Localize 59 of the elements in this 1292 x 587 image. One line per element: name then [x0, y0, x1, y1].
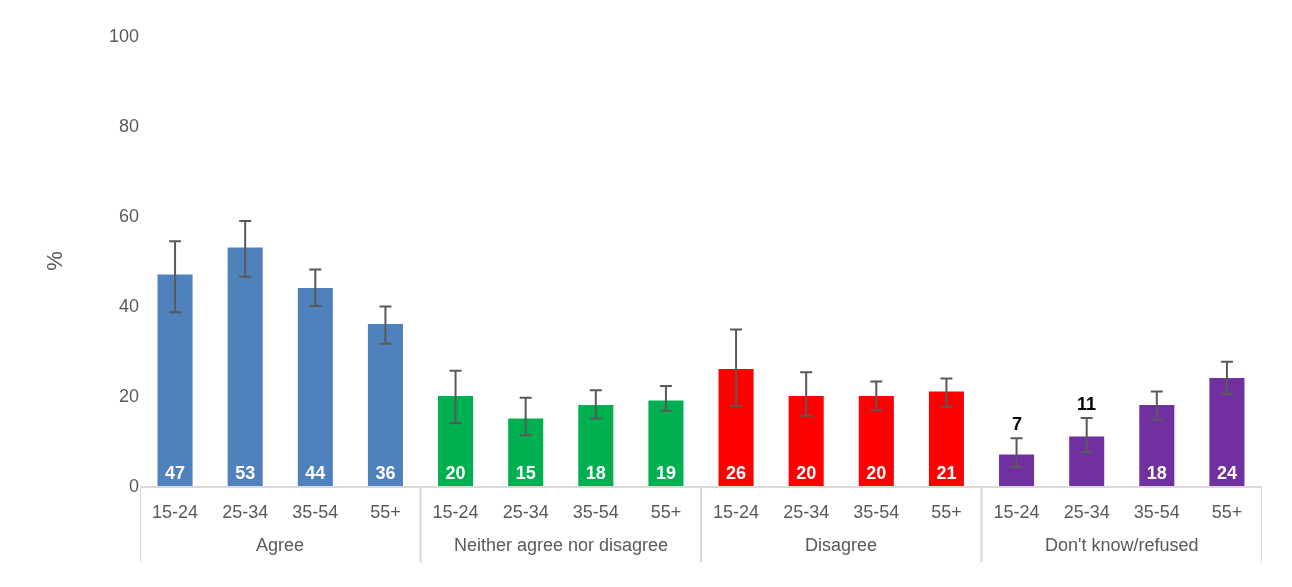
x-tick-label: 55+: [650, 501, 682, 522]
bar: [788, 396, 824, 486]
text: Neither agree nor disagree: [454, 535, 669, 555]
bar: [578, 405, 614, 486]
bar: [157, 274, 193, 486]
bar: [508, 418, 544, 486]
bar: [1069, 436, 1105, 486]
data-label: 18: [1146, 463, 1167, 483]
bar: [718, 369, 754, 486]
bar: [367, 324, 403, 486]
bar: [928, 391, 964, 486]
x-tick-label: 35-54: [292, 501, 339, 522]
x-tick-label: 35-54: [572, 501, 619, 522]
data-label: 26: [726, 463, 747, 483]
text: Agree: [256, 535, 305, 555]
data-label: 20: [445, 463, 466, 483]
x-tick-label: 15-24: [713, 501, 760, 522]
data-label: 18: [585, 463, 606, 483]
data-label: 47: [165, 463, 186, 483]
data-label: 20: [866, 463, 887, 483]
data-label: 21: [936, 463, 957, 483]
bar: [999, 454, 1035, 486]
y-axis-title: %: [41, 251, 67, 271]
data-label: 19: [655, 463, 676, 483]
data-label: 15: [515, 463, 536, 483]
x-tick-label: 25-34: [222, 501, 269, 522]
data-label: 24: [1216, 463, 1237, 483]
y-tick-label: 60: [118, 206, 139, 227]
y-tick-label: 0: [128, 476, 139, 497]
bar: [227, 247, 263, 486]
bar: [438, 396, 474, 486]
x-tick-label: 15-24: [432, 501, 479, 522]
text: Disagree: [805, 535, 878, 555]
x-tick-label: 55+: [370, 501, 401, 522]
x-tick-label: 35-54: [853, 501, 900, 522]
x-tick-label: 35-54: [1133, 501, 1180, 522]
bar: [1209, 378, 1245, 486]
x-tick-label: 15-24: [152, 501, 199, 522]
data-label: 20: [796, 463, 817, 483]
y-tick-label: 40: [118, 296, 139, 317]
data-label: 36: [375, 463, 396, 483]
x-tick-label: 25-34: [1063, 501, 1110, 522]
bar: [297, 288, 333, 486]
bar: [1139, 405, 1175, 486]
data-label: 44: [305, 463, 326, 483]
bar: [648, 400, 684, 486]
y-tick-label: 100: [108, 26, 139, 47]
x-tick-label: 55+: [931, 501, 962, 522]
data-label: 53: [235, 463, 256, 483]
data-label: 11: [1077, 394, 1097, 414]
data-label: 7: [1012, 414, 1023, 434]
x-tick-label: 15-24: [993, 501, 1040, 522]
y-tick-label: 20: [118, 386, 139, 407]
y-tick-label: 80: [118, 116, 139, 137]
x-tick-label: 25-34: [783, 501, 830, 522]
bar: [858, 396, 894, 486]
x-tick-label: 25-34: [502, 501, 549, 522]
x-tick-label: 55+: [1211, 501, 1243, 522]
text: Don't know/refused: [1045, 535, 1199, 555]
